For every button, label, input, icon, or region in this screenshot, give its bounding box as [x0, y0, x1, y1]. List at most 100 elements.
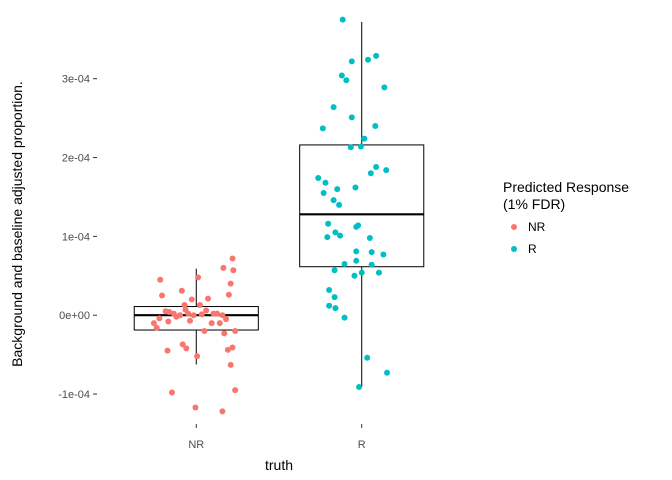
y-tick-label: 3e-04 [62, 74, 90, 86]
data-point-nr [195, 274, 202, 281]
data-point-r [343, 77, 350, 84]
data-point-nr [165, 318, 172, 325]
data-point-r [380, 251, 387, 258]
data-point-nr [168, 389, 175, 396]
data-point-r [372, 123, 379, 130]
y-axis-title: Background and baseline adjusted proport… [9, 81, 25, 367]
data-point-nr [153, 324, 160, 331]
data-point-nr [183, 345, 190, 352]
data-point-r [364, 354, 371, 361]
data-point-r [347, 144, 354, 151]
y-tick-label: -1e-04 [58, 389, 90, 401]
data-point-nr [182, 306, 189, 313]
data-point-nr [190, 312, 197, 319]
data-point-r [348, 114, 355, 121]
data-point-nr [216, 320, 223, 327]
data-point-nr [194, 353, 201, 360]
data-point-nr [208, 320, 215, 327]
data-point-r [339, 16, 346, 23]
data-point-r [338, 72, 345, 79]
data-point-r [375, 269, 382, 276]
data-point-nr [214, 310, 221, 317]
data-point-r [336, 201, 343, 208]
data-point-r [358, 269, 365, 276]
data-point-r [383, 167, 390, 174]
data-point-nr [178, 287, 185, 294]
data-point-r [320, 190, 327, 197]
data-point-nr [223, 316, 230, 323]
data-point-nr [232, 387, 239, 394]
data-point-r [368, 261, 375, 268]
data-point-r [384, 369, 391, 376]
data-point-r [348, 58, 355, 65]
x-axis: NR R [188, 424, 366, 451]
data-point-r [319, 125, 326, 132]
data-point-r [373, 163, 380, 170]
data-point-nr [221, 330, 228, 337]
data-point-r [361, 135, 368, 142]
data-point-r [356, 383, 363, 390]
data-point-nr [227, 361, 234, 368]
jitter-points [150, 16, 391, 415]
data-point-nr [224, 346, 231, 353]
x-tick-label: NR [188, 439, 204, 451]
data-point-nr [156, 315, 163, 322]
data-point-nr [232, 327, 239, 334]
y-tick-label: 0e+00 [59, 310, 90, 322]
data-point-nr [229, 255, 236, 262]
data-point-r [331, 267, 338, 274]
data-point-r [357, 143, 364, 150]
data-point-r [330, 104, 337, 111]
data-point-r [353, 257, 360, 264]
data-point-nr [230, 267, 237, 274]
data-point-r [337, 232, 344, 239]
data-point-r [315, 175, 322, 182]
legend-title-line-1: Predicted Response [503, 179, 629, 195]
data-point-nr [205, 295, 212, 302]
data-point-nr [181, 301, 188, 308]
data-point-r [366, 234, 373, 241]
data-point-r [326, 286, 333, 293]
interquartile-box [133, 306, 259, 331]
data-point-r [355, 222, 362, 229]
interquartile-box [299, 144, 425, 268]
data-point-r [381, 84, 388, 91]
data-point-nr [196, 301, 203, 308]
data-point-nr [150, 320, 157, 327]
legend-label-nr: NR [528, 220, 546, 234]
data-point-r [326, 302, 333, 309]
legend-key-nr [511, 224, 517, 230]
data-point-nr [227, 280, 234, 287]
legend-title-line-2: (1% FDR) [503, 196, 565, 212]
box-r [299, 21, 425, 387]
data-point-r [352, 184, 359, 191]
data-point-r [332, 305, 339, 312]
data-point-nr [219, 408, 226, 415]
data-point-nr [225, 291, 232, 298]
data-point-r [373, 52, 380, 59]
data-point-r [332, 229, 339, 236]
data-point-nr [220, 264, 227, 271]
data-point-r [353, 248, 360, 255]
data-point-nr [201, 327, 208, 334]
x-tick-label: R [358, 439, 366, 451]
legend-key-r [511, 246, 517, 252]
data-point-nr [219, 312, 226, 319]
y-tick-label: 2e-04 [62, 153, 90, 165]
legend-label-r: R [528, 242, 537, 256]
boxes [133, 21, 425, 387]
data-point-r [341, 260, 348, 267]
data-point-r [367, 170, 374, 177]
data-point-r [365, 56, 372, 63]
data-point-r [330, 197, 337, 204]
data-point-nr [186, 317, 193, 324]
data-point-nr [203, 307, 210, 314]
data-point-r [368, 249, 375, 256]
data-point-nr [179, 341, 186, 348]
y-axis: -1e-04 0e+00 1e-04 2e-04 3e-04 [58, 74, 97, 401]
data-point-nr [164, 347, 171, 354]
data-point-r [322, 179, 329, 186]
y-tick-label: 1e-04 [62, 231, 90, 243]
data-point-nr [188, 296, 195, 303]
